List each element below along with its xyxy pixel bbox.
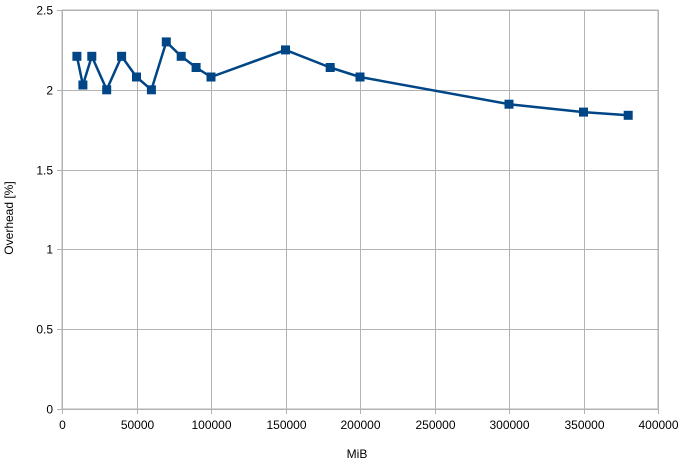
data-point-marker xyxy=(579,107,588,117)
data-point-marker xyxy=(78,80,88,90)
x-tick-label: 50000 xyxy=(121,418,155,432)
data-point-marker xyxy=(146,85,156,95)
data-point-marker xyxy=(117,51,127,61)
data-point-marker xyxy=(102,85,112,95)
x-tick-label: 300000 xyxy=(489,418,529,432)
x-tick-label: 250000 xyxy=(415,418,455,432)
x-tick-label: 0 xyxy=(59,418,66,432)
data-point-marker xyxy=(132,72,141,82)
data-point-marker xyxy=(504,99,514,109)
data-markers xyxy=(72,37,633,120)
x-axis-tick-labels: 0 50000 100000 150000 200000 250000 300000 3500… xyxy=(59,418,679,432)
y-axis-title: Overhead [%] xyxy=(2,181,16,254)
grid xyxy=(57,10,659,414)
data-point-marker xyxy=(623,110,633,120)
x-tick-label: 200000 xyxy=(340,418,380,432)
data-point-marker xyxy=(191,63,201,72)
data-point-marker xyxy=(281,45,290,55)
y-tick-label: 2 xyxy=(46,84,53,98)
data-point-marker xyxy=(206,72,216,82)
y-tick-label: 0.5 xyxy=(36,323,53,337)
series-line xyxy=(75,40,629,117)
y-tick-label: 1 xyxy=(46,243,53,257)
data-point-marker xyxy=(325,63,335,72)
data-point-marker xyxy=(72,51,82,61)
x-axis-title: MiB xyxy=(347,447,368,461)
y-tick-label: 0 xyxy=(46,403,53,417)
data-point-marker xyxy=(355,72,365,82)
x-tick-label: 150000 xyxy=(266,418,306,432)
x-tick-label: 400000 xyxy=(638,418,678,432)
data-point-marker xyxy=(176,51,186,61)
x-tick-label: 100000 xyxy=(191,418,231,432)
plot-area-frame xyxy=(61,9,659,410)
data-point-marker xyxy=(161,37,171,47)
y-axis-tick-labels: 0 0.5 1 1.5 2 2.5 xyxy=(36,4,53,417)
x-tick-label: 350000 xyxy=(564,418,604,432)
y-tick-label: 2.5 xyxy=(36,4,53,18)
data-point-marker xyxy=(87,51,97,61)
y-tick-label: 1.5 xyxy=(36,164,53,178)
